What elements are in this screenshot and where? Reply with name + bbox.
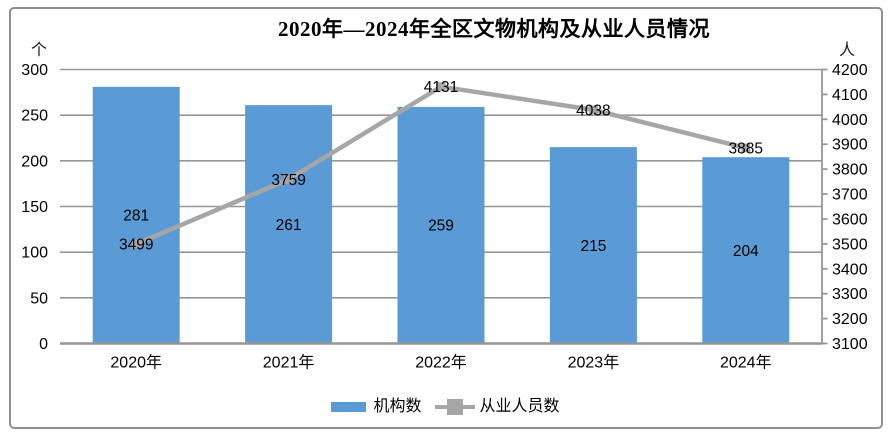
legend-line-series-label: 从业人员数 [479,398,560,415]
bar-2023年 [549,147,637,344]
bar-value-label: 204 [733,243,759,260]
line-value-label: 4131 [424,79,458,96]
bar-value-label: 215 [580,238,606,255]
line-value-label: 3759 [271,172,305,189]
chart-title: 2020年—2024年全区文物机构及从业人员情况 [278,17,710,41]
right-axis-tick-label: 3200 [832,311,868,328]
bar-value-label: 259 [428,218,454,235]
bar-value-label: 261 [276,217,302,234]
x-axis-category-label: 2024年 [720,354,772,372]
right-axis-tick-label: 3300 [832,286,868,303]
bar-2021年 [245,105,333,344]
legend-line-marker-square [446,399,463,415]
bar-value-label: 281 [123,208,149,225]
left-axis-tick-label: 300 [21,62,48,79]
right-axis-tick-label: 3800 [832,162,868,179]
line-point-marker [284,174,294,184]
left-axis-tick-label: 50 [30,290,48,307]
x-axis-category-label: 2021年 [263,354,315,372]
left-axis-tick-label: 0 [39,336,48,353]
right-axis-tick-label: 3900 [832,137,868,154]
right-axis-tick-label: 4200 [832,62,868,79]
line-value-label: 4038 [576,102,610,119]
legend-bar-series-label: 机构数 [373,398,422,415]
x-axis-category-label: 2020年 [110,354,162,372]
right-axis-tick-label: 3700 [832,187,868,204]
line-point-marker [436,82,446,92]
left-axis-tick-label: 200 [21,153,48,170]
line-point-marker [588,105,598,115]
bar-2024年 [702,157,790,344]
bar-2020年 [92,86,180,344]
line-point-marker [741,143,751,153]
left-axis-tick-label: 250 [21,108,48,125]
x-axis-category-label: 2022年 [415,354,467,372]
legend: 机构数 从业人员数 [0,396,891,418]
right-axis-unit-label: 人 [838,42,855,59]
line-value-label: 3885 [729,140,763,157]
line-point-marker [131,239,141,249]
left-axis-tick-label: 150 [21,199,48,216]
bar-2022年 [397,106,485,344]
right-axis-tick-label: 4100 [832,87,868,104]
left-axis-unit-label: 个 [30,42,47,59]
right-axis-tick-label: 4000 [832,112,868,129]
left-axis-tick-label: 100 [21,245,48,262]
right-axis-tick-label: 3100 [832,336,868,353]
x-axis-category-label: 2023年 [568,354,620,372]
legend-bar-swatch [331,402,367,412]
legend-line-marker [434,399,475,415]
right-axis-tick-label: 3400 [832,261,868,278]
right-axis-tick-label: 3600 [832,211,868,228]
line-value-label: 3499 [119,237,153,254]
right-axis-tick-label: 3500 [832,236,868,253]
